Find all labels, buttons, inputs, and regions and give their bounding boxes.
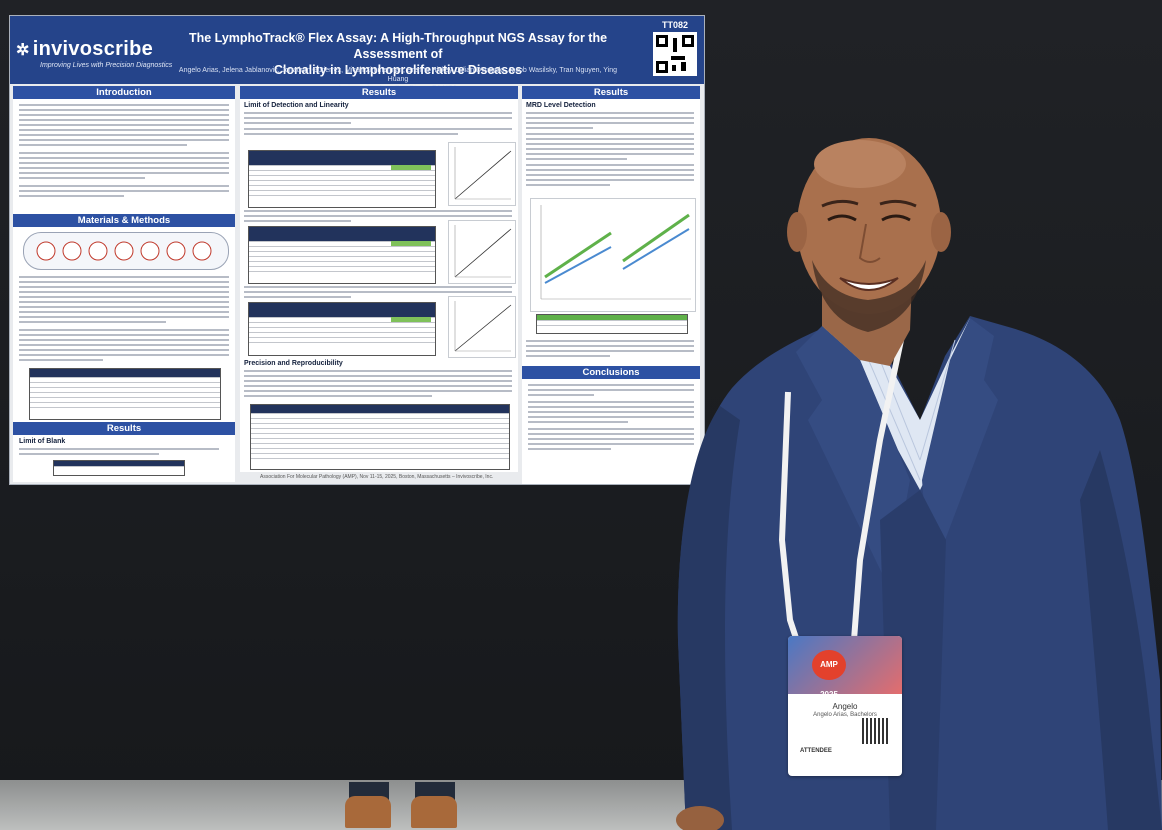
eyebrow-right <box>879 199 917 208</box>
mrd-table <box>536 314 688 334</box>
passerby-feet <box>345 782 465 830</box>
passerby-shoe-right <box>411 796 457 828</box>
poster-qr-code <box>653 32 697 76</box>
lod-text <box>244 112 512 138</box>
linearity-plot-1 <box>448 142 516 206</box>
results-left-header: Results <box>13 422 235 435</box>
introduction-header: Introduction <box>13 86 235 99</box>
conclusions-header: Conclusions <box>522 366 700 379</box>
passerby-leg-left <box>349 782 389 800</box>
lod-table-2 <box>248 226 436 284</box>
precision-text <box>244 370 512 400</box>
passerby-leg-right <box>415 782 455 800</box>
passerby-shoe-left <box>345 796 391 828</box>
mrd-heading: MRD Level Detection <box>526 102 596 109</box>
precision-table <box>250 404 510 470</box>
poster-title: The LymphoTrack® Flex Assay: A High-Thro… <box>188 31 608 77</box>
limit-of-blank-text <box>19 448 219 458</box>
workflow-circles <box>36 241 212 261</box>
materials-methods-header: Materials & Methods <box>13 214 235 227</box>
lod-table-3 <box>248 302 436 356</box>
left-column: Introduction Materials & Methods Results… <box>13 86 235 482</box>
lanyard <box>778 325 907 641</box>
introduction-text <box>19 104 229 200</box>
eyebrow-left <box>821 199 859 208</box>
badge-qr-code <box>862 718 888 744</box>
workflow-diagram <box>23 232 229 270</box>
igh-fr1-text <box>244 210 512 225</box>
badge-full-name: Angelo Arias, Bachelors <box>813 712 877 718</box>
lapel-right <box>922 318 998 580</box>
attendee-badge: AMP 2025 Angelo Angelo Arias, Bachelors … <box>788 636 902 776</box>
limit-of-blank-heading: Limit of Blank <box>19 438 66 445</box>
poster-banner: ✲ invivoscribe Improving Lives with Preci… <box>10 16 704 92</box>
mrd-plot <box>530 198 696 312</box>
research-poster: ✲ invivoscribe Improving Lives with Preci… <box>10 16 704 484</box>
results-right-header: Results <box>522 86 700 99</box>
jacket-shadow-left <box>677 406 740 830</box>
methods-text <box>19 276 229 364</box>
right-column: Results MRD Level Detection Conclusions <box>522 86 700 484</box>
hand-left <box>676 806 724 830</box>
brand-tagline: Improving Lives with Precision Diagnosti… <box>40 62 173 69</box>
poster-footer: Association For Molecular Pathology (AMP… <box>260 474 494 480</box>
amp-logo: AMP 2025 <box>812 650 846 699</box>
methods-table <box>29 368 221 420</box>
beard <box>812 260 926 332</box>
eye-right <box>881 214 911 222</box>
badge-role: ATTENDEE <box>800 748 832 754</box>
mrd-text <box>526 112 694 189</box>
trg-text <box>244 286 512 301</box>
lod-table-1 <box>248 150 436 208</box>
jacket-shadow-right <box>1080 450 1162 830</box>
ear-left <box>787 212 807 252</box>
badge-first-name: Angelo <box>832 702 858 711</box>
poster-code: TT082 <box>662 20 689 30</box>
lod-linearity-heading: Limit of Detection and Linearity <box>244 102 349 109</box>
nose <box>858 223 881 263</box>
badge-header: AMP 2025 <box>788 636 902 699</box>
smile <box>839 277 899 291</box>
eye-left <box>827 214 857 222</box>
limit-of-blank-table <box>53 460 185 476</box>
conclusions-text <box>528 384 694 453</box>
results-center-header: Results <box>240 86 518 99</box>
invivoscribe-logo: ✲ invivoscribe <box>16 38 154 60</box>
linearity-plot-2 <box>448 220 516 284</box>
mrd-summary-text <box>526 340 694 360</box>
center-column: Results Limit of Detection and Linearity… <box>240 86 518 472</box>
precision-heading: Precision and Reproducibility <box>244 360 343 367</box>
head-highlight <box>814 140 906 188</box>
ear-right <box>931 212 951 252</box>
linearity-plot-3 <box>448 296 516 358</box>
